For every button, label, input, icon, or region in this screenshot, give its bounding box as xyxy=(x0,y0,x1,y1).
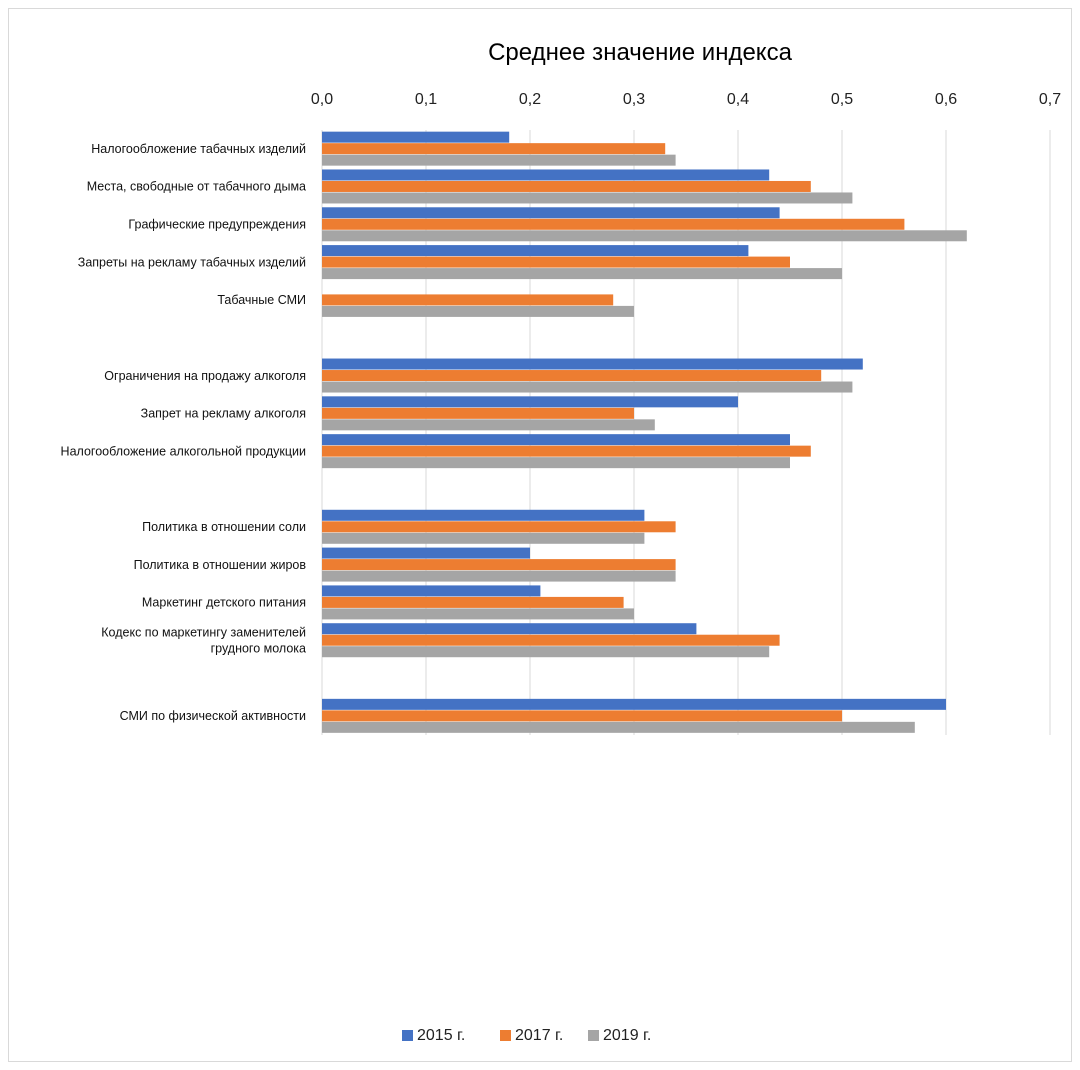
legend-label: 2015 г. xyxy=(417,1027,465,1044)
x-tick-label: 0,1 xyxy=(415,91,437,108)
bar xyxy=(322,169,770,181)
category-labels: Налогообложение табачных изделий Места, с… xyxy=(61,142,307,723)
category-label: Запрет на рекламу алкоголя xyxy=(141,407,306,421)
bar xyxy=(322,381,853,393)
category-label: СМИ по физической активности xyxy=(120,709,306,723)
bar xyxy=(322,305,634,317)
category-label: Ограничения на продажу алкоголя xyxy=(104,369,306,383)
bar xyxy=(322,192,853,204)
legend: 2015 г. 2017 г. 2019 г. xyxy=(402,1027,651,1044)
category-label: Политика в отношении жиров xyxy=(134,558,307,572)
bar xyxy=(322,131,510,143)
bar xyxy=(322,559,676,571)
category-label: Налогообложение табачных изделий xyxy=(91,142,306,156)
bar xyxy=(322,596,624,608)
bar xyxy=(322,396,738,408)
x-tick-label: 0,0 xyxy=(311,91,333,108)
category-label: Места, свободные от табачного дыма xyxy=(87,180,306,194)
bar xyxy=(322,570,676,582)
bar xyxy=(322,457,790,469)
category-label: Политика в отношении соли xyxy=(142,520,306,534)
legend-swatch xyxy=(500,1030,511,1041)
bar xyxy=(322,634,780,646)
bar xyxy=(322,245,749,257)
bar xyxy=(322,698,946,710)
bar xyxy=(322,419,655,431)
category-label: Налогообложение алкогольной продукции xyxy=(61,444,306,458)
bar xyxy=(322,608,634,620)
category-label: Запреты на рекламу табачных изделий xyxy=(78,255,306,269)
x-tick-label: 0,2 xyxy=(519,91,541,108)
legend-label: 2019 г. xyxy=(603,1027,651,1044)
bar xyxy=(322,180,811,192)
bar xyxy=(322,547,530,559)
bar xyxy=(322,532,645,544)
bar xyxy=(322,445,811,457)
bar xyxy=(322,585,541,597)
x-tick-label: 0,6 xyxy=(935,91,957,108)
bar xyxy=(322,358,863,370)
bar xyxy=(322,294,614,306)
legend-label: 2017 г. xyxy=(515,1027,563,1044)
bar xyxy=(322,623,697,635)
bar xyxy=(322,721,915,733)
legend-swatch xyxy=(588,1030,599,1041)
category-label: грудного молока xyxy=(211,641,306,655)
bar xyxy=(322,521,676,533)
legend-swatch xyxy=(402,1030,413,1041)
x-tick-label: 0,4 xyxy=(727,91,749,108)
bar xyxy=(322,207,780,219)
bar xyxy=(322,407,634,419)
category-label: Маркетинг детского питания xyxy=(142,596,306,610)
bar xyxy=(322,218,905,230)
bar xyxy=(322,710,842,722)
bar xyxy=(322,646,770,658)
bar xyxy=(322,370,822,382)
bar xyxy=(322,230,967,242)
category-label: Кодекс по маркетингу заменителей xyxy=(101,625,306,639)
bars xyxy=(322,131,967,733)
bar xyxy=(322,256,790,268)
x-axis-tick-labels: 0,0 0,1 0,2 0,3 0,4 0,5 0,6 0,7 xyxy=(311,91,1061,108)
x-tick-label: 0,3 xyxy=(623,91,645,108)
bar xyxy=(322,154,676,166)
x-tick-label: 0,7 xyxy=(1039,91,1061,108)
bar xyxy=(322,268,842,280)
chart-title: Среднее значение индекса xyxy=(488,39,793,66)
x-tick-label: 0,5 xyxy=(831,91,853,108)
category-label: Графические предупреждения xyxy=(128,218,306,232)
bar xyxy=(322,143,666,155)
category-label: Табачные СМИ xyxy=(217,293,306,307)
bar xyxy=(322,509,645,521)
bar xyxy=(322,434,790,446)
